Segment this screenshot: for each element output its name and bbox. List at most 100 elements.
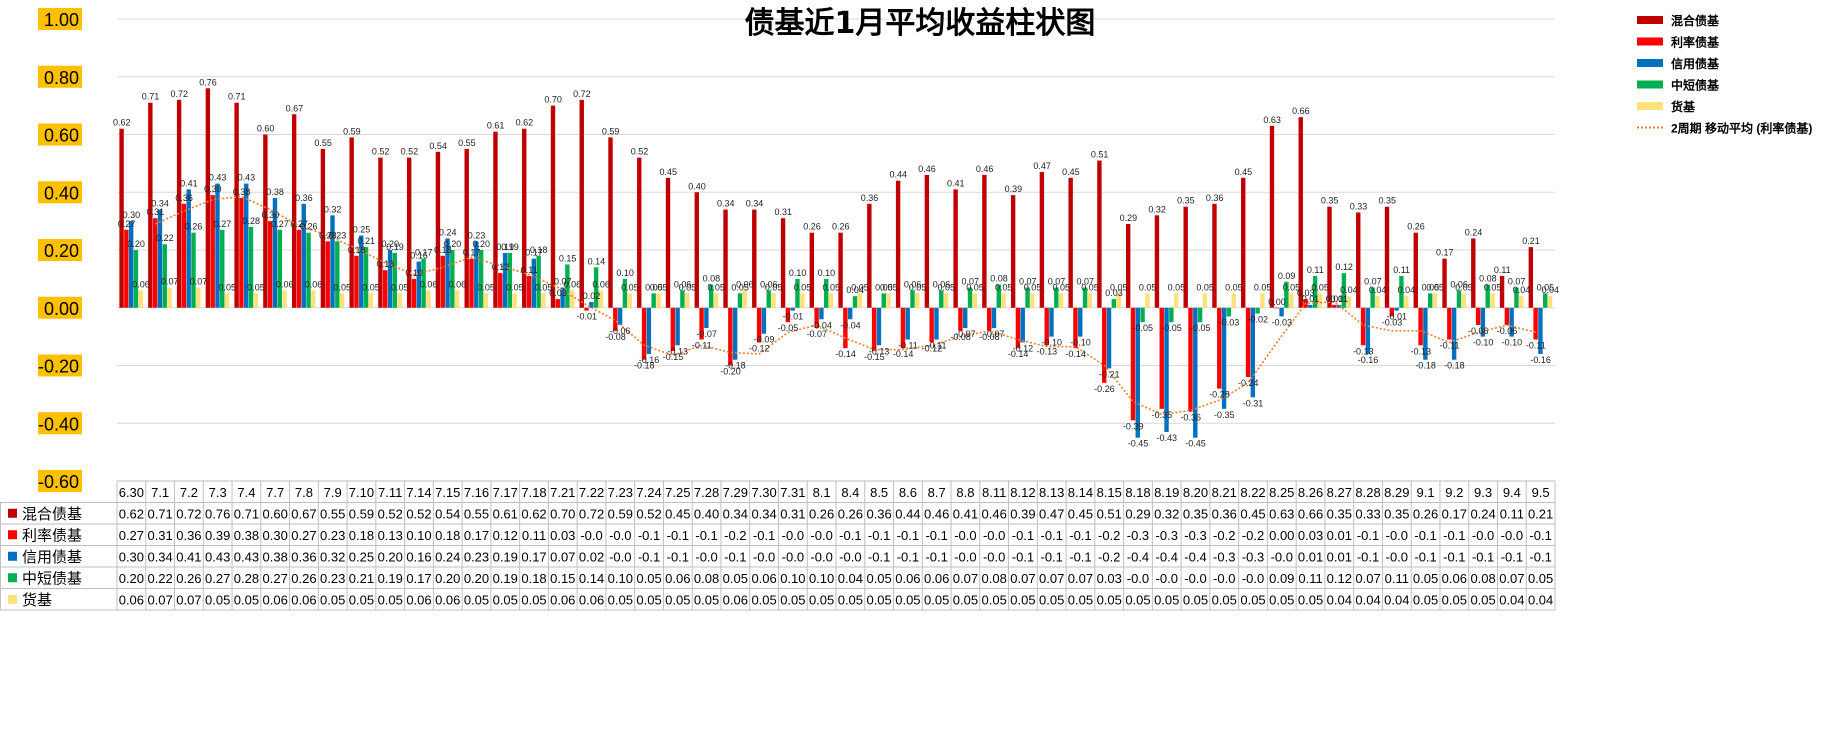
table-cell: 0.26 xyxy=(291,571,316,586)
table-cell: 0.06 xyxy=(723,592,748,607)
ytick-highlight xyxy=(38,470,82,492)
bar-5 xyxy=(1519,296,1524,308)
table-cell: 0.26 xyxy=(1413,506,1438,521)
category-label: 8.4 xyxy=(841,485,859,500)
category-label: 7.18 xyxy=(521,485,546,500)
table-cell: 0.45 xyxy=(1068,506,1093,521)
data-label: 0.05 xyxy=(1426,282,1444,292)
table-cell: 0.59 xyxy=(608,506,633,521)
data-label: 0.28 xyxy=(242,216,260,226)
table-cell: 0.20 xyxy=(464,571,489,586)
data-label: 0.05 xyxy=(909,282,927,292)
table-cell: 0.26 xyxy=(176,571,201,586)
data-label: 0.11 xyxy=(521,265,538,275)
bar-2 xyxy=(1188,307,1193,412)
category-label: 8.25 xyxy=(1269,485,1294,500)
data-label: 0.51 xyxy=(1091,149,1109,159)
bar-3 xyxy=(416,261,421,308)
bar-4 xyxy=(306,232,311,308)
data-label: 0.63 xyxy=(1263,115,1281,125)
data-label: 0.05 xyxy=(1455,282,1473,292)
data-label: 0.12 xyxy=(1335,262,1353,272)
table-cell: 0.05 xyxy=(521,592,546,607)
data-label: 0.35 xyxy=(1321,196,1339,206)
table-cell: -0.0 xyxy=(1501,528,1523,543)
table-cell: 0.05 xyxy=(982,592,1007,607)
table-cell: -0.1 xyxy=(925,528,947,543)
bar-4 xyxy=(162,244,167,308)
bar-1 xyxy=(493,131,498,308)
bar-2 xyxy=(210,195,215,308)
table-cell: 0.05 xyxy=(694,592,719,607)
category-label: 9.3 xyxy=(1474,485,1492,500)
table-cell: 0.06 xyxy=(406,592,431,607)
bar-1 xyxy=(349,137,354,308)
bar-1 xyxy=(608,137,613,308)
data-label: -0.07 xyxy=(984,329,1005,339)
bar-1 xyxy=(435,151,441,308)
bar-5 xyxy=(282,290,287,308)
table-cell: 0.63 xyxy=(1269,506,1294,521)
table-cell: -0.0 xyxy=(1127,571,1149,586)
data-label: 0.67 xyxy=(286,103,304,113)
bar-4 xyxy=(392,252,398,308)
table-cell: -0.3 xyxy=(1242,549,1264,564)
data-label: 0.05 xyxy=(1196,282,1214,292)
table-cell: 0.09 xyxy=(1269,571,1294,586)
bar-4 xyxy=(910,290,915,308)
data-label: 0.33 xyxy=(1350,201,1368,211)
table-cell: 0.43 xyxy=(234,549,259,564)
bar-4 xyxy=(622,278,628,308)
bar-3 xyxy=(1049,307,1054,337)
data-label: 0.60 xyxy=(257,124,275,134)
data-label: 0.05 xyxy=(1024,282,1042,292)
bar-2 xyxy=(239,198,244,308)
table-cell: -0.2 xyxy=(1098,528,1120,543)
category-label: 7.10 xyxy=(349,485,374,500)
table-cell: -0.0 xyxy=(954,528,976,543)
bar-4 xyxy=(680,290,685,308)
bar-2 xyxy=(670,307,676,352)
legend-swatch xyxy=(1637,80,1663,89)
data-label: 0.30 xyxy=(123,210,141,220)
table-cell: 0.15 xyxy=(550,571,575,586)
bar-2 xyxy=(325,241,330,308)
category-label: 8.28 xyxy=(1355,485,1380,500)
category-label: 7.23 xyxy=(608,485,633,500)
data-label: 0.06 xyxy=(132,279,150,289)
bar-5 xyxy=(713,293,719,308)
table-cell: 0.05 xyxy=(636,571,661,586)
bar-5 xyxy=(857,293,862,308)
table-cell: 0.11 xyxy=(1385,571,1409,586)
table-cell: -0.1 xyxy=(695,528,717,543)
legend-swatch xyxy=(1637,59,1663,67)
bar-5 xyxy=(196,287,201,308)
table-cell: -0.1 xyxy=(897,528,919,543)
category-label: 8.7 xyxy=(928,485,946,500)
data-label: -0.13 xyxy=(1037,346,1058,356)
data-label: -0.35 xyxy=(1152,410,1173,420)
data-label: 0.23 xyxy=(329,230,347,240)
data-label: -0.08 xyxy=(979,332,1000,342)
bar-2 xyxy=(469,258,474,308)
bar-3 xyxy=(819,307,824,320)
data-label: 0.06 xyxy=(420,279,438,289)
bar-5 xyxy=(598,290,604,308)
data-label: 0.44 xyxy=(890,170,908,180)
data-label: 0.07 xyxy=(1076,277,1094,287)
data-label: 0.05 xyxy=(995,282,1013,292)
bar-4 xyxy=(996,284,1001,308)
category-label: 7.28 xyxy=(694,485,719,500)
chart-title: 债基近1月平均收益柱状图 xyxy=(745,6,1096,41)
bar-1 xyxy=(1499,275,1505,308)
data-label: -0.16 xyxy=(639,355,660,365)
bar-3 xyxy=(905,307,910,340)
bar-5 xyxy=(1317,293,1323,308)
data-label: 0.04 xyxy=(1369,285,1387,295)
data-label: -0.28 xyxy=(1209,390,1230,400)
table-cell: 0.33 xyxy=(1355,506,1380,521)
data-label: 0.31 xyxy=(147,207,165,217)
bar-2 xyxy=(1073,307,1078,349)
bar-1 xyxy=(1212,203,1217,308)
table-row-name: 中短债基 xyxy=(22,570,82,587)
